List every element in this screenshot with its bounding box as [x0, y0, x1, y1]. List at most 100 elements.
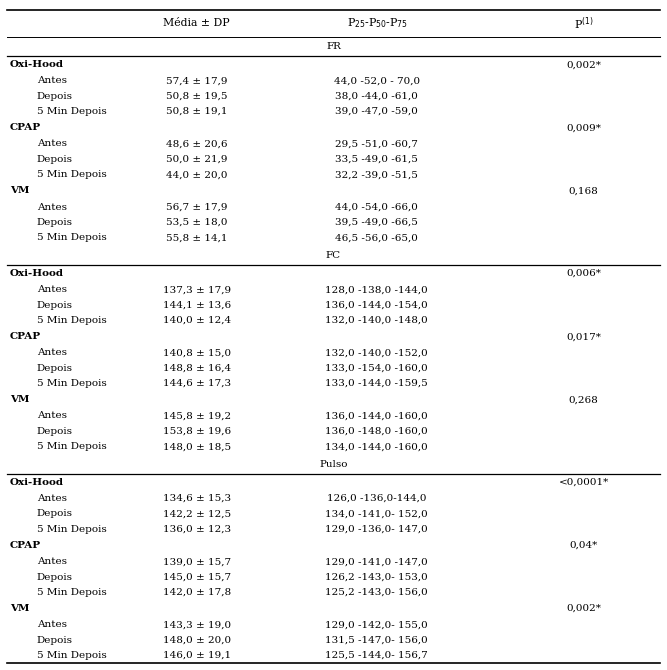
Text: Depois: Depois — [37, 92, 73, 100]
Text: 5 Min Depois: 5 Min Depois — [37, 316, 107, 325]
Text: 134,0 -144,0 -160,0: 134,0 -144,0 -160,0 — [325, 442, 428, 452]
Text: 48,6 ± 20,6: 48,6 ± 20,6 — [166, 139, 227, 149]
Text: 44,0 ± 20,0: 44,0 ± 20,0 — [166, 170, 227, 180]
Text: 143,3 ± 19,0: 143,3 ± 19,0 — [163, 620, 231, 629]
Text: 0,04*: 0,04* — [570, 541, 598, 550]
Text: Antes: Antes — [37, 202, 67, 212]
Text: 148,8 ± 16,4: 148,8 ± 16,4 — [163, 364, 231, 373]
Text: 153,8 ± 19,6: 153,8 ± 19,6 — [163, 427, 231, 436]
Text: 33,5 -49,0 -61,5: 33,5 -49,0 -61,5 — [336, 155, 418, 164]
Text: VM: VM — [10, 395, 29, 404]
Text: 133,0 -154,0 -160,0: 133,0 -154,0 -160,0 — [325, 364, 428, 373]
Text: 126,0 -136,0-144,0: 126,0 -136,0-144,0 — [327, 494, 427, 503]
Text: <0,0001*: <0,0001* — [558, 478, 609, 487]
Text: 129,0 -136,0- 147,0: 129,0 -136,0- 147,0 — [325, 525, 428, 534]
Text: Antes: Antes — [37, 348, 67, 357]
Text: 0,168: 0,168 — [569, 186, 598, 196]
Text: 50,0 ± 21,9: 50,0 ± 21,9 — [166, 155, 227, 164]
Text: Antes: Antes — [37, 139, 67, 149]
Text: 133,0 -144,0 -159,5: 133,0 -144,0 -159,5 — [325, 379, 428, 388]
Text: 0,006*: 0,006* — [566, 269, 601, 278]
Text: 129,0 -142,0- 155,0: 129,0 -142,0- 155,0 — [325, 620, 428, 629]
Text: 39,5 -49,0 -66,5: 39,5 -49,0 -66,5 — [336, 218, 418, 227]
Text: Depois: Depois — [37, 636, 73, 645]
Text: 136,0 -144,0 -160,0: 136,0 -144,0 -160,0 — [325, 411, 428, 421]
Text: 142,2 ± 12,5: 142,2 ± 12,5 — [163, 509, 231, 519]
Text: 145,8 ± 19,2: 145,8 ± 19,2 — [163, 411, 231, 421]
Text: Depois: Depois — [37, 364, 73, 373]
Text: 29,5 -51,0 -60,7: 29,5 -51,0 -60,7 — [336, 139, 418, 149]
Text: 53,5 ± 18,0: 53,5 ± 18,0 — [166, 218, 227, 227]
Text: 134,6 ± 15,3: 134,6 ± 15,3 — [163, 494, 231, 503]
Text: Oxi-Hood: Oxi-Hood — [10, 269, 64, 278]
Text: CPAP: CPAP — [10, 332, 41, 341]
Text: 5 Min Depois: 5 Min Depois — [37, 233, 107, 243]
Text: Antes: Antes — [37, 285, 67, 294]
Text: Depois: Depois — [37, 218, 73, 227]
Text: 32,2 -39,0 -51,5: 32,2 -39,0 -51,5 — [336, 170, 418, 180]
Text: 5 Min Depois: 5 Min Depois — [37, 442, 107, 452]
Text: 144,6 ± 17,3: 144,6 ± 17,3 — [163, 379, 231, 388]
Text: 148,0 ± 20,0: 148,0 ± 20,0 — [163, 636, 231, 645]
Text: Antes: Antes — [37, 494, 67, 503]
Text: 0,009*: 0,009* — [566, 123, 601, 132]
Text: 50,8 ± 19,1: 50,8 ± 19,1 — [166, 107, 227, 116]
Text: VM: VM — [10, 186, 29, 196]
Text: 5 Min Depois: 5 Min Depois — [37, 525, 107, 534]
Text: Antes: Antes — [37, 76, 67, 85]
Text: P$_{25}$-P$_{50}$-P$_{75}$: P$_{25}$-P$_{50}$-P$_{75}$ — [347, 17, 407, 30]
Text: VM: VM — [10, 604, 29, 613]
Text: CPAP: CPAP — [10, 541, 41, 550]
Text: 146,0 ± 19,1: 146,0 ± 19,1 — [163, 651, 231, 660]
Text: 0,002*: 0,002* — [566, 60, 601, 69]
Text: 137,3 ± 17,9: 137,3 ± 17,9 — [163, 285, 231, 294]
Text: CPAP: CPAP — [10, 123, 41, 132]
Text: 140,0 ± 12,4: 140,0 ± 12,4 — [163, 316, 231, 325]
Text: 0,017*: 0,017* — [566, 332, 601, 341]
Text: 129,0 -141,0 -147,0: 129,0 -141,0 -147,0 — [325, 557, 428, 566]
Text: 56,7 ± 17,9: 56,7 ± 17,9 — [166, 202, 227, 212]
Text: 0,268: 0,268 — [569, 395, 598, 404]
Text: Oxi-Hood: Oxi-Hood — [10, 60, 64, 69]
Text: Depois: Depois — [37, 573, 73, 582]
Text: 128,0 -138,0 -144,0: 128,0 -138,0 -144,0 — [325, 285, 428, 294]
Text: 132,0 -140,0 -148,0: 132,0 -140,0 -148,0 — [325, 316, 428, 325]
Text: 145,0 ± 15,7: 145,0 ± 15,7 — [163, 573, 231, 582]
Text: 5 Min Depois: 5 Min Depois — [37, 651, 107, 660]
Text: 136,0 -144,0 -154,0: 136,0 -144,0 -154,0 — [325, 301, 428, 310]
Text: 0,002*: 0,002* — [566, 604, 601, 613]
Text: Depois: Depois — [37, 155, 73, 164]
Text: Antes: Antes — [37, 620, 67, 629]
Text: 5 Min Depois: 5 Min Depois — [37, 170, 107, 180]
Text: 126,2 -143,0- 153,0: 126,2 -143,0- 153,0 — [325, 573, 428, 582]
Text: 39,0 -47,0 -59,0: 39,0 -47,0 -59,0 — [336, 107, 418, 116]
Text: Média ± DP: Média ± DP — [163, 18, 230, 28]
Text: 44,0 -54,0 -66,0: 44,0 -54,0 -66,0 — [336, 202, 418, 212]
Text: 125,5 -144,0- 156,7: 125,5 -144,0- 156,7 — [325, 651, 428, 660]
Text: 134,0 -141,0- 152,0: 134,0 -141,0- 152,0 — [325, 509, 428, 519]
Text: Depois: Depois — [37, 427, 73, 436]
Text: 44,0 -52,0 - 70,0: 44,0 -52,0 - 70,0 — [334, 76, 420, 85]
Text: 46,5 -56,0 -65,0: 46,5 -56,0 -65,0 — [336, 233, 418, 243]
Text: 148,0 ± 18,5: 148,0 ± 18,5 — [163, 442, 231, 452]
Text: 142,0 ± 17,8: 142,0 ± 17,8 — [163, 588, 231, 597]
Text: 50,8 ± 19,5: 50,8 ± 19,5 — [166, 92, 227, 100]
Text: 5 Min Depois: 5 Min Depois — [37, 379, 107, 388]
Text: 140,8 ± 15,0: 140,8 ± 15,0 — [163, 348, 231, 357]
Text: P$^{(1)}$: P$^{(1)}$ — [574, 15, 594, 31]
Text: FC: FC — [326, 251, 341, 260]
Text: 131,5 -147,0- 156,0: 131,5 -147,0- 156,0 — [325, 636, 428, 645]
Text: FR: FR — [326, 42, 341, 51]
Text: 5 Min Depois: 5 Min Depois — [37, 107, 107, 116]
Text: 144,1 ± 13,6: 144,1 ± 13,6 — [163, 301, 231, 310]
Text: 38,0 -44,0 -61,0: 38,0 -44,0 -61,0 — [336, 92, 418, 100]
Text: 139,0 ± 15,7: 139,0 ± 15,7 — [163, 557, 231, 566]
Text: 57,4 ± 17,9: 57,4 ± 17,9 — [166, 76, 227, 85]
Text: Antes: Antes — [37, 557, 67, 566]
Text: 5 Min Depois: 5 Min Depois — [37, 588, 107, 597]
Text: 125,2 -143,0- 156,0: 125,2 -143,0- 156,0 — [325, 588, 428, 597]
Text: Pulso: Pulso — [319, 460, 348, 469]
Text: Antes: Antes — [37, 411, 67, 421]
Text: 136,0 ± 12,3: 136,0 ± 12,3 — [163, 525, 231, 534]
Text: Depois: Depois — [37, 509, 73, 519]
